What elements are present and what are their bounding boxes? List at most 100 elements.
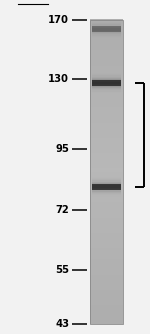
Bar [90, 38, 123, 43]
Bar [90, 111, 123, 115]
Bar [92, 27, 121, 32]
Bar [92, 179, 121, 194]
Bar [90, 34, 123, 39]
Bar [92, 183, 121, 190]
Bar [92, 184, 121, 190]
Bar [90, 282, 123, 286]
Bar [92, 185, 121, 188]
Bar [90, 23, 123, 28]
Bar [90, 137, 123, 142]
Text: 95: 95 [55, 144, 69, 154]
Bar [92, 75, 121, 90]
Bar [90, 88, 123, 92]
Text: 170: 170 [48, 15, 69, 25]
Bar [92, 28, 121, 31]
Bar [90, 240, 123, 244]
Text: 43: 43 [55, 319, 69, 329]
Bar [92, 69, 121, 97]
Bar [90, 27, 123, 31]
Bar [90, 224, 123, 229]
Bar [90, 53, 123, 58]
Bar [90, 255, 123, 260]
Bar [90, 259, 123, 263]
Bar [90, 217, 123, 221]
Bar [90, 65, 123, 69]
Bar [92, 21, 121, 38]
Text: 130: 130 [48, 74, 69, 85]
Bar [92, 73, 121, 93]
Bar [92, 79, 121, 87]
Bar [90, 72, 123, 77]
Bar [90, 236, 123, 240]
Bar [92, 22, 121, 37]
Bar [90, 31, 123, 35]
Bar [92, 17, 121, 42]
Bar [92, 74, 121, 92]
Bar [92, 182, 121, 192]
Bar [90, 278, 123, 282]
Bar [92, 70, 121, 95]
Bar [90, 168, 123, 172]
Bar [92, 184, 121, 189]
Bar [90, 164, 123, 168]
Bar [90, 103, 123, 108]
Bar [90, 50, 123, 54]
Bar [90, 285, 123, 290]
Bar [92, 78, 121, 88]
Bar [90, 145, 123, 149]
Bar [90, 270, 123, 275]
Bar [90, 186, 123, 191]
Bar [92, 175, 121, 198]
Bar [90, 156, 123, 161]
Bar [90, 141, 123, 145]
Bar [90, 274, 123, 279]
Bar [90, 251, 123, 256]
Bar [90, 209, 123, 214]
Bar [90, 293, 123, 297]
Bar [92, 76, 121, 89]
Text: 72: 72 [55, 205, 69, 215]
Bar [90, 84, 123, 89]
Bar [90, 76, 123, 81]
Bar [90, 263, 123, 267]
Bar [90, 205, 123, 210]
Bar [90, 301, 123, 305]
Bar [90, 42, 123, 47]
Bar [90, 149, 123, 153]
Bar [90, 57, 123, 62]
Bar [92, 178, 121, 195]
Bar [92, 24, 121, 34]
Bar [90, 69, 123, 73]
Bar [92, 81, 121, 84]
Bar [90, 304, 123, 309]
Bar [92, 26, 121, 33]
Bar [90, 221, 123, 225]
Bar [92, 80, 121, 85]
Bar [90, 122, 123, 126]
Bar [90, 118, 123, 123]
Bar [90, 61, 123, 65]
Bar [90, 202, 123, 206]
Bar [90, 316, 123, 320]
Bar [92, 23, 121, 36]
Bar [90, 99, 123, 104]
Bar [90, 232, 123, 236]
Bar [92, 177, 121, 197]
Bar [90, 190, 123, 195]
Bar [92, 18, 121, 41]
Bar [90, 297, 123, 301]
Bar [90, 243, 123, 248]
Bar [90, 198, 123, 202]
Bar [92, 174, 121, 199]
Bar [90, 46, 123, 50]
Bar [90, 20, 123, 324]
Bar [92, 180, 121, 193]
Bar [90, 179, 123, 183]
Bar [90, 107, 123, 111]
Bar [90, 213, 123, 218]
Bar [90, 133, 123, 138]
Bar [90, 266, 123, 271]
Bar [90, 183, 123, 187]
Bar [90, 114, 123, 119]
Bar [90, 289, 123, 294]
